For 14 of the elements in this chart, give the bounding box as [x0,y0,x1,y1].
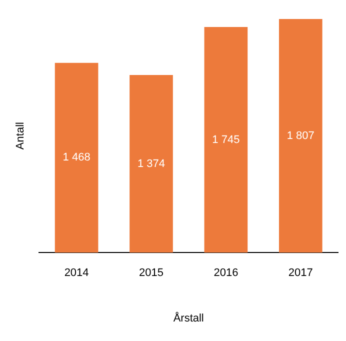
x-axis-title: Årstall [173,311,204,324]
x-tick-label: 2015 [139,267,164,280]
x-tick-label: 2014 [64,267,89,280]
data-label: 1 807 [286,130,314,142]
data-label: 1 745 [212,134,240,146]
data-label: 1 468 [62,152,90,164]
bar [130,74,173,253]
data-label: 1 374 [137,158,166,170]
y-axis-title: Antall [14,122,27,150]
bar [278,19,322,253]
bar [204,27,248,253]
x-tick-label: 2016 [214,267,238,280]
x-tick-label: 2017 [288,267,313,280]
bar [54,62,98,253]
